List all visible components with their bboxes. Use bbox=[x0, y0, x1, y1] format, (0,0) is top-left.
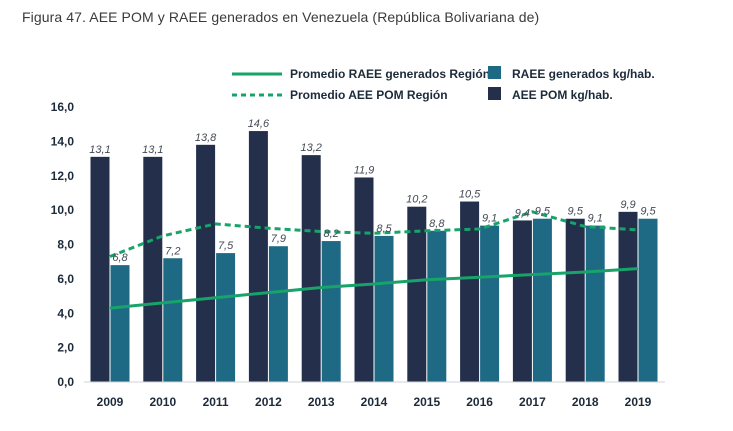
x-tick-label: 2010 bbox=[149, 395, 176, 409]
data-label-aee-pom: 13,8 bbox=[195, 132, 217, 144]
x-tick-label: 2012 bbox=[255, 395, 282, 409]
data-label-raee: 7,2 bbox=[165, 245, 180, 257]
y-tick-label: 4,0 bbox=[57, 306, 74, 320]
bar-aee-pom bbox=[460, 201, 480, 382]
x-tick-label: 2014 bbox=[361, 395, 388, 409]
bar-raee bbox=[427, 230, 447, 382]
y-tick-label: 8,0 bbox=[57, 238, 74, 252]
legend-label-promedio-aee: Promedio AEE POM Región bbox=[290, 88, 448, 102]
bar-raee bbox=[110, 265, 130, 382]
data-label-aee-pom: 9,9 bbox=[620, 199, 635, 211]
data-label-aee-pom: 9,5 bbox=[568, 206, 584, 218]
x-tick-label: 2017 bbox=[519, 395, 546, 409]
x-tick-label: 2009 bbox=[97, 395, 124, 409]
bar-raee bbox=[532, 218, 552, 382]
data-labels: 13,1 6,8 13,1 7,2 13,8 7,5 14,6 7,9 13,2 8,2 11,9 8… bbox=[89, 118, 656, 264]
figure-title: Figura 47. AEE POM y RAEE generados en V… bbox=[22, 9, 540, 25]
data-label-aee-pom: 9,4 bbox=[515, 207, 530, 219]
y-tick-label: 0,0 bbox=[57, 375, 74, 389]
data-label-raee: 6,8 bbox=[112, 252, 128, 264]
bar-raee bbox=[585, 225, 605, 382]
data-label-aee-pom: 10,5 bbox=[459, 189, 481, 201]
y-tick-label: 10,0 bbox=[51, 203, 75, 217]
y-axis: 0,0 2,0 4,0 6,0 8,0 10,0 12,0 14,0 16,0 bbox=[51, 100, 75, 389]
data-label-raee: 8,2 bbox=[324, 228, 339, 240]
data-label-raee: 9,5 bbox=[535, 206, 551, 218]
data-label-aee-pom: 11,9 bbox=[354, 164, 375, 176]
bar-aee-pom bbox=[354, 177, 374, 382]
x-tick-label: 2016 bbox=[466, 395, 493, 409]
data-label-raee: 9,1 bbox=[588, 213, 603, 225]
x-tick-label: 2015 bbox=[413, 395, 440, 409]
average-lines bbox=[109, 210, 639, 310]
bar-raee bbox=[374, 235, 394, 382]
data-label-aee-pom: 13,1 bbox=[142, 144, 163, 156]
data-label-raee: 8,8 bbox=[429, 218, 445, 230]
y-tick-label: 2,0 bbox=[57, 341, 74, 355]
bar-aee-pom bbox=[196, 144, 216, 382]
bar-aee-pom bbox=[512, 220, 532, 382]
bar-raee bbox=[638, 218, 658, 382]
legend-swatch-aee-bar bbox=[488, 87, 501, 100]
y-tick-label: 16,0 bbox=[51, 100, 75, 114]
x-tick-label: 2019 bbox=[625, 395, 652, 409]
data-label-raee: 7,9 bbox=[271, 233, 286, 245]
bar-aee-pom bbox=[565, 218, 585, 382]
legend: Promedio RAEE generados Región Promedio … bbox=[232, 66, 655, 102]
legend-label-promedio-raee: Promedio RAEE generados Región bbox=[290, 67, 490, 81]
line-promedio-raee-region bbox=[109, 267, 639, 310]
bar-raee bbox=[163, 258, 183, 382]
data-label-aee-pom: 10,2 bbox=[406, 194, 427, 206]
bars bbox=[90, 131, 658, 382]
data-label-aee-pom: 13,2 bbox=[300, 142, 321, 154]
data-label-aee-pom: 13,1 bbox=[89, 144, 110, 156]
bar-aee-pom bbox=[618, 211, 638, 382]
bar-aee-pom bbox=[90, 156, 110, 382]
data-label-raee: 9,1 bbox=[482, 213, 497, 225]
line-promedio-aee-pom-region bbox=[109, 210, 639, 258]
legend-swatch-raee-bar bbox=[488, 66, 501, 79]
bar-aee-pom bbox=[407, 206, 427, 382]
y-tick-label: 12,0 bbox=[51, 169, 75, 183]
bar-raee bbox=[268, 246, 288, 382]
x-tick-label: 2018 bbox=[572, 395, 599, 409]
x-axis: 2009 2010 2011 2012 2013 2014 2015 2016 2017 2018… bbox=[84, 381, 665, 409]
bar-raee bbox=[216, 253, 236, 382]
bar-aee-pom bbox=[301, 155, 321, 382]
bar-aee-pom bbox=[248, 131, 268, 382]
y-tick-label: 14,0 bbox=[51, 134, 75, 148]
bar-raee bbox=[480, 225, 500, 382]
bar-aee-pom bbox=[143, 156, 163, 382]
y-tick-label: 6,0 bbox=[57, 272, 74, 286]
legend-label-aee-bar: AEE POM kg/hab. bbox=[512, 88, 613, 102]
bar-raee bbox=[321, 241, 341, 382]
data-label-raee: 8,5 bbox=[376, 223, 392, 235]
legend-label-raee-bar: RAEE generados kg/hab. bbox=[512, 67, 655, 81]
x-tick-label: 2013 bbox=[308, 395, 335, 409]
data-label-raee: 7,5 bbox=[218, 240, 234, 252]
data-label-aee-pom: 14,6 bbox=[248, 118, 270, 130]
x-tick-label: 2011 bbox=[203, 395, 229, 409]
data-label-raee: 9,5 bbox=[640, 206, 656, 218]
